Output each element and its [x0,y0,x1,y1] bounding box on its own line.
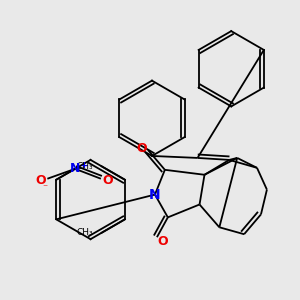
Text: N: N [70,162,80,175]
Text: N: N [149,188,161,202]
Text: +: + [80,161,88,170]
Text: CH₃: CH₃ [76,162,93,171]
Text: O: O [137,142,147,154]
Text: ⁻: ⁻ [43,184,48,194]
Text: O: O [103,174,113,187]
Text: CH₃: CH₃ [76,228,93,237]
Text: O: O [35,174,46,187]
Text: O: O [158,235,168,248]
